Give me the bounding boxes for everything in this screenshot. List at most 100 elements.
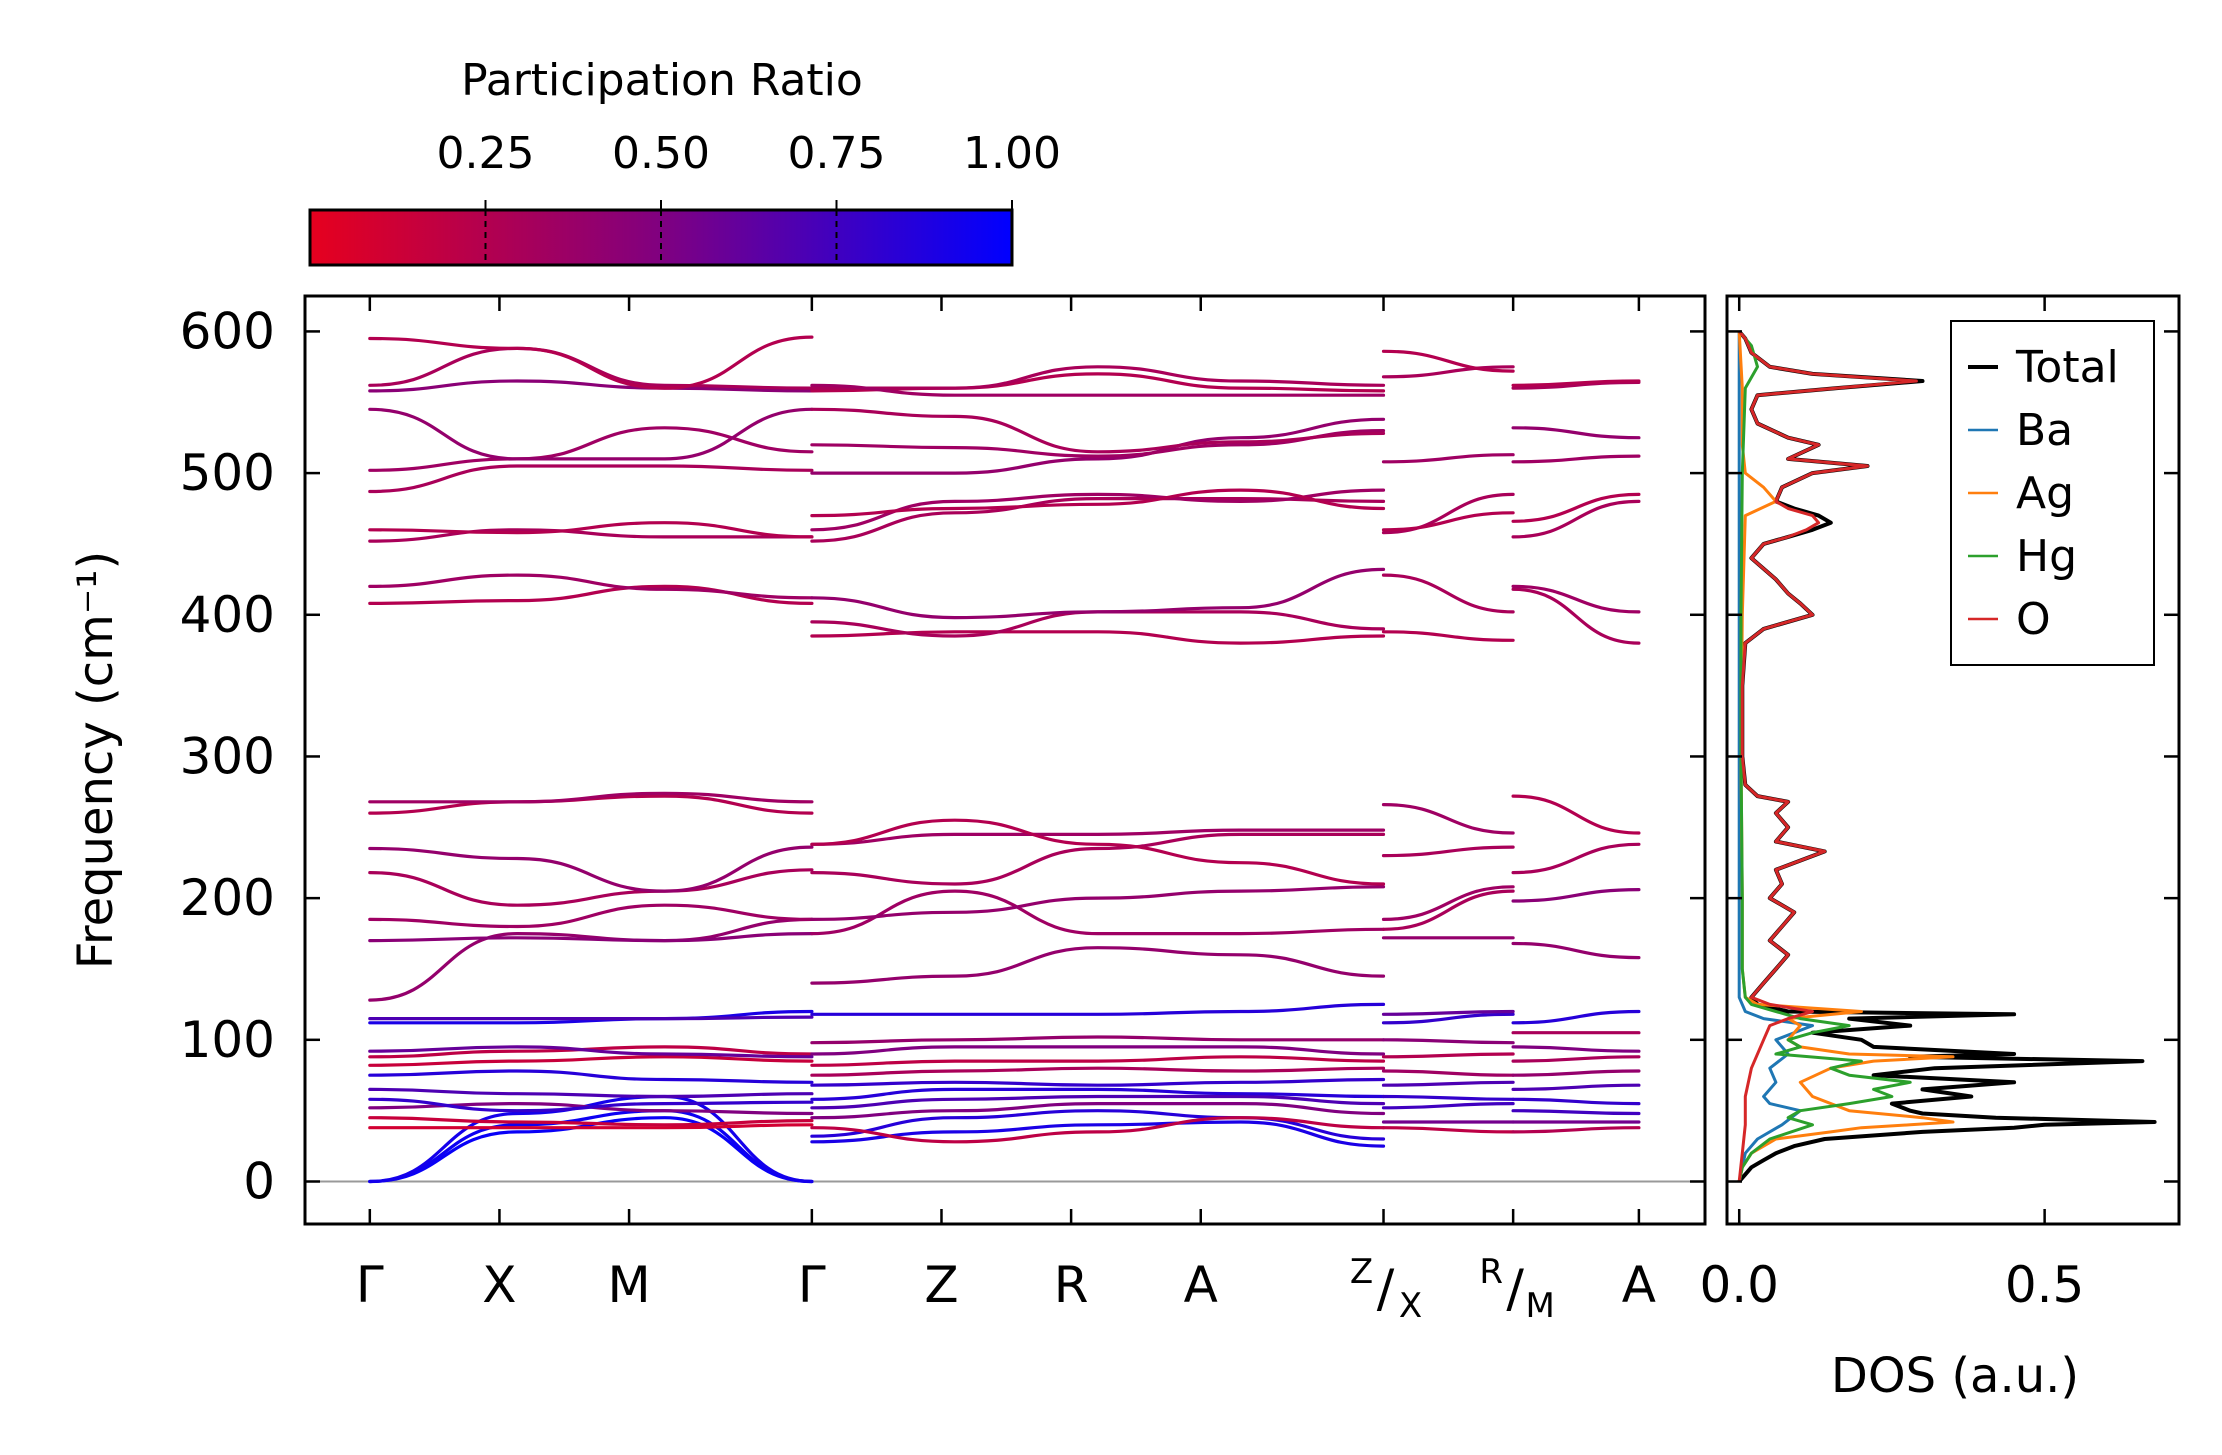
- colorbar-tick-label: 1.00: [963, 128, 1061, 179]
- kpoint-label: Z: [924, 1256, 958, 1314]
- phonon-band: [368, 1069, 814, 1084]
- phonon-band: [368, 407, 814, 461]
- phonon-band: [368, 426, 814, 472]
- colorbar-tick-label: 0.25: [437, 128, 535, 179]
- band-y-tick-label: 600: [180, 302, 275, 360]
- phonon-band: [368, 932, 814, 943]
- band-y-tick-label: 500: [180, 444, 275, 502]
- phonon-band: [1511, 587, 1641, 645]
- phonon-band: [1511, 1126, 1641, 1134]
- dos-line-o: [1737, 330, 1918, 1182]
- phonon-band: [1511, 499, 1641, 539]
- phonon-band: [368, 868, 814, 907]
- phonon-band: [1511, 888, 1641, 903]
- phonon-band: [1511, 1069, 1641, 1077]
- phonon-band: [1511, 1009, 1641, 1025]
- phonon-band: [368, 573, 814, 600]
- colorbar-ticks: 0.25 0.50 0.75 1.00: [437, 128, 1061, 265]
- phonon-band: [368, 1123, 814, 1130]
- dos-x-tick-label: 0.5: [2005, 1256, 2085, 1314]
- phonon-band: [1381, 349, 1515, 373]
- phonon-band: [810, 889, 1386, 936]
- phonon-band: [368, 1087, 814, 1099]
- phonon-band: [810, 1035, 1386, 1045]
- kpoint-label: Γ: [356, 1256, 384, 1314]
- dos-y-ticks: [1727, 330, 2179, 1183]
- phonon-band: [368, 1015, 814, 1021]
- phonon-band: [368, 1045, 814, 1059]
- phonon-band: [368, 1094, 814, 1184]
- phonon-band: [810, 1116, 1386, 1144]
- phonon-band: [1381, 573, 1515, 614]
- kpoint-label: A: [1622, 1256, 1656, 1314]
- phonon-band: [810, 1109, 1386, 1141]
- kpoint-label-split: R / M: [1479, 1252, 1554, 1326]
- phonon-band: [1511, 379, 1641, 387]
- phonon-band: [810, 407, 1386, 454]
- legend-label-o: O: [2016, 594, 2051, 645]
- phonon-band: [1511, 1109, 1641, 1116]
- dos-line-ba: [1737, 331, 1814, 1182]
- phonon-band: [810, 1045, 1386, 1056]
- phonon-band: [810, 1087, 1386, 1101]
- phonon-band: [1511, 454, 1641, 464]
- colorbar-tick-label: 0.50: [612, 128, 710, 179]
- phonon-band: [368, 521, 814, 539]
- kpoint-label: A: [1184, 1256, 1218, 1314]
- colorbar-tick-label: 0.75: [788, 128, 886, 179]
- band-y-tick-label: 0: [243, 1152, 275, 1210]
- band-panel-frame: [303, 294, 1707, 1226]
- phonon-band: [1381, 365, 1515, 379]
- phonon-band: [1511, 1083, 1641, 1091]
- dos-legend: Total Ba Ag Hg O: [1950, 320, 2155, 666]
- phonon-band: [1381, 1102, 1515, 1110]
- phonon-band: [368, 1009, 814, 1025]
- kpoint-label-slash: /: [1506, 1259, 1524, 1319]
- phonon-band: [1381, 511, 1515, 532]
- phonon-band: [810, 1002, 1386, 1016]
- band-y-tick-label: 300: [180, 727, 275, 785]
- colorbar: Participation Ratio 0.25 0.50 0.75 1.00: [308, 55, 1061, 267]
- dos-line-hg: [1737, 330, 1912, 1182]
- phonon-band: [1511, 492, 1641, 523]
- dos-x-axis-label: DOS (a.u.): [1831, 1348, 2079, 1404]
- dos-x-axis: 0.0 0.5: [1699, 296, 2084, 1314]
- phonon-band: [1381, 1052, 1515, 1059]
- phonon-band: [368, 464, 814, 494]
- phonon-band: [810, 818, 1386, 886]
- phonon-band: [1381, 885, 1515, 921]
- legend-label-total: Total: [2015, 342, 2119, 393]
- phonon-band: [810, 630, 1386, 645]
- dos-x-tick-label: 0.0: [1699, 1256, 1779, 1314]
- phonon-band: [810, 429, 1386, 458]
- phonon-band: [810, 1066, 1386, 1077]
- kpoint-label-top: R: [1479, 1252, 1503, 1292]
- phonon-band: [368, 379, 814, 393]
- phonon-band: [810, 1101, 1386, 1120]
- phonon-band: [1511, 794, 1641, 835]
- dos-panel: 0.0 0.5 DOS (a.u.) Total Ba Ag Hg O: [1699, 294, 2181, 1404]
- kpoint-label-split: Z / X: [1350, 1252, 1422, 1326]
- phonon-band: [810, 383, 1386, 397]
- phonon-band: [810, 365, 1386, 390]
- kpoint-label-slash: /: [1377, 1259, 1395, 1319]
- phonon-band: [368, 917, 814, 1002]
- phonon-band: [810, 832, 1386, 886]
- phonon-band: [1511, 941, 1641, 960]
- phonon-band: [810, 828, 1386, 846]
- kpoint-label: Γ: [798, 1256, 826, 1314]
- phonon-band: [1381, 1012, 1515, 1025]
- kpoint-label: X: [482, 1256, 516, 1314]
- phonon-band: [1381, 1080, 1515, 1087]
- phonon-band: [1381, 630, 1515, 642]
- kpoint-label: M: [608, 1256, 651, 1314]
- phonon-band: [368, 791, 814, 804]
- dos-lines: [1737, 330, 2157, 1183]
- phonon-band: [810, 885, 1386, 921]
- phonon-band: [1381, 492, 1515, 535]
- band-y-axis: 0 100 200 300 400 500 600: [180, 302, 1705, 1210]
- phonon-band: [1511, 1045, 1641, 1053]
- phonon-band: [1381, 889, 1515, 931]
- band-y-tick-label: 200: [180, 869, 275, 927]
